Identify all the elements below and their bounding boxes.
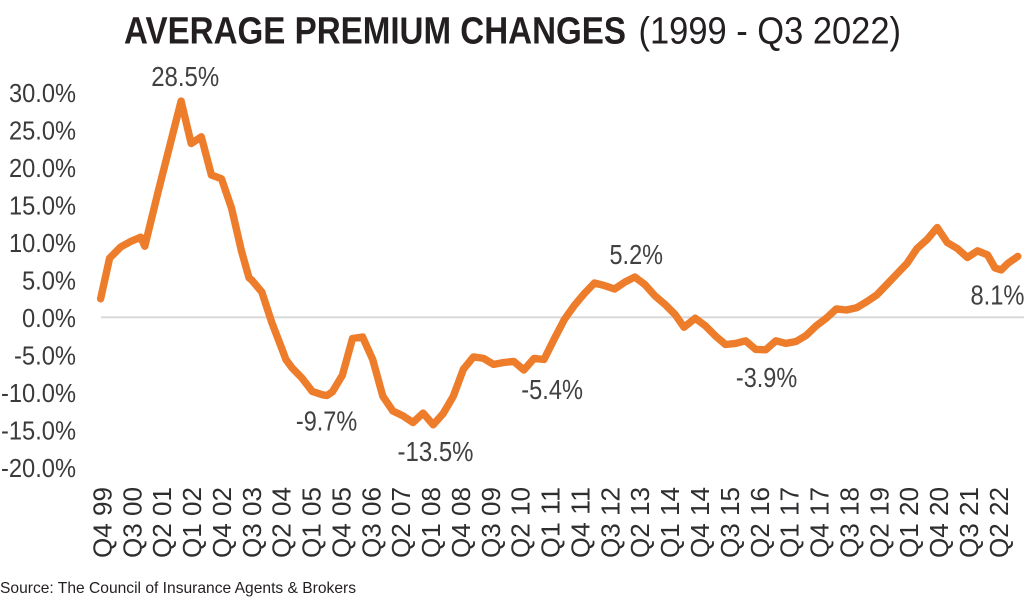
svg-text:Q4 17: Q4 17: [805, 487, 835, 558]
svg-text:-15.0%: -15.0%: [1, 416, 76, 446]
svg-text:Q1 17: Q1 17: [775, 487, 805, 558]
svg-text:5.0%: 5.0%: [22, 266, 76, 296]
svg-text:Q1 20: Q1 20: [894, 487, 924, 558]
svg-text:Q3 00: Q3 00: [117, 487, 147, 558]
svg-text:Q3 06: Q3 06: [356, 487, 386, 558]
svg-text:-5.4%: -5.4%: [521, 374, 583, 405]
svg-text:Q3 09: Q3 09: [476, 487, 506, 558]
svg-text:Q1 14: Q1 14: [655, 487, 685, 558]
svg-text:Q3 03: Q3 03: [237, 487, 267, 558]
svg-text:Q2 04: Q2 04: [267, 487, 297, 558]
svg-text:30.0%: 30.0%: [9, 78, 76, 108]
svg-text:AVERAGE PREMIUM CHANGES: AVERAGE PREMIUM CHANGES: [124, 11, 626, 53]
svg-text:Q1 11: Q1 11: [536, 487, 566, 558]
svg-text:-10.0%: -10.0%: [1, 378, 76, 408]
svg-text:Q4 11: Q4 11: [566, 487, 596, 558]
svg-text:Q4 14: Q4 14: [685, 487, 715, 558]
svg-text:Q1 05: Q1 05: [297, 487, 327, 558]
svg-text:(1999 - Q3 2022): (1999 - Q3 2022): [639, 11, 902, 53]
svg-text:Q2 13: Q2 13: [625, 487, 655, 558]
svg-text:Q4 20: Q4 20: [924, 487, 954, 558]
svg-text:5.2%: 5.2%: [610, 239, 664, 270]
svg-text:Q3 21: Q3 21: [954, 487, 984, 558]
svg-text:25.0%: 25.0%: [9, 116, 76, 146]
svg-text:15.0%: 15.0%: [9, 191, 76, 221]
svg-text:0.0%: 0.0%: [22, 303, 76, 333]
svg-text:8.1%: 8.1%: [971, 280, 1024, 311]
svg-text:Q1 08: Q1 08: [416, 487, 446, 558]
svg-text:28.5%: 28.5%: [151, 61, 219, 92]
svg-text:-3.9%: -3.9%: [736, 362, 797, 393]
svg-text:-5.0%: -5.0%: [14, 341, 76, 371]
svg-text:Q4 05: Q4 05: [326, 487, 356, 558]
svg-text:Q2 01: Q2 01: [147, 487, 177, 558]
svg-text:Q4 08: Q4 08: [446, 487, 476, 558]
svg-text:Q2 10: Q2 10: [506, 487, 536, 558]
svg-text:Source: The Council of Insuran: Source: The Council of Insurance Agents …: [0, 580, 356, 597]
svg-text:Q2 22: Q2 22: [984, 487, 1014, 558]
svg-text:20.0%: 20.0%: [9, 153, 76, 183]
svg-text:Q1 02: Q1 02: [177, 487, 207, 558]
svg-text:Q3 15: Q3 15: [715, 487, 745, 558]
svg-text:-20.0%: -20.0%: [1, 453, 76, 483]
svg-text:-13.5%: -13.5%: [398, 436, 474, 467]
svg-text:Q3 18: Q3 18: [834, 487, 864, 558]
svg-text:Q4 99: Q4 99: [87, 487, 117, 558]
svg-text:Q2 07: Q2 07: [386, 487, 416, 558]
svg-text:-9.7%: -9.7%: [296, 405, 357, 436]
svg-text:Q3 12: Q3 12: [595, 487, 625, 558]
svg-text:Q4 02: Q4 02: [207, 487, 237, 558]
svg-text:Q2 19: Q2 19: [864, 487, 894, 558]
svg-text:Q2 16: Q2 16: [745, 487, 775, 558]
svg-text:10.0%: 10.0%: [9, 228, 76, 258]
